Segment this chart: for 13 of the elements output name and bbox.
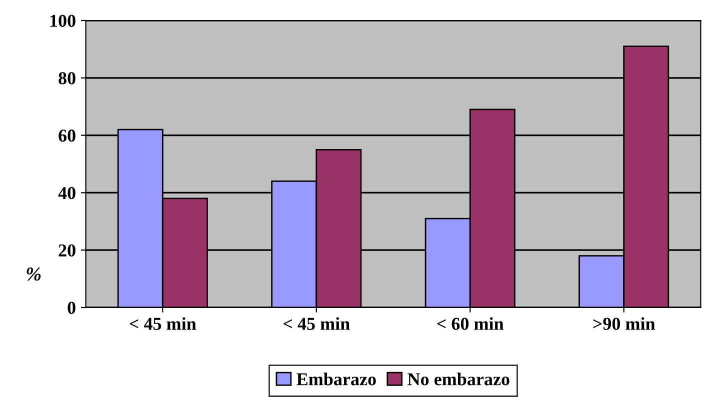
x-tick-label: >90 min: [593, 317, 656, 330]
y-axis-title: %: [26, 267, 41, 281]
legend-label: No embarazo: [408, 372, 510, 386]
y-tick-label: 0: [68, 302, 76, 314]
y-tick-label: 80: [58, 72, 76, 84]
y-tick-label: 20: [58, 244, 76, 257]
y-tick-label: 40: [58, 186, 76, 200]
y-tick-label: 60: [58, 130, 76, 142]
x-tick-label: < 45 min: [284, 317, 350, 330]
legend-label: Embarazo: [296, 372, 376, 386]
x-tick-label: < 60 min: [437, 317, 504, 330]
y-tick-label: 100: [50, 14, 76, 27]
x-tick-label: < 45 min: [130, 317, 196, 330]
